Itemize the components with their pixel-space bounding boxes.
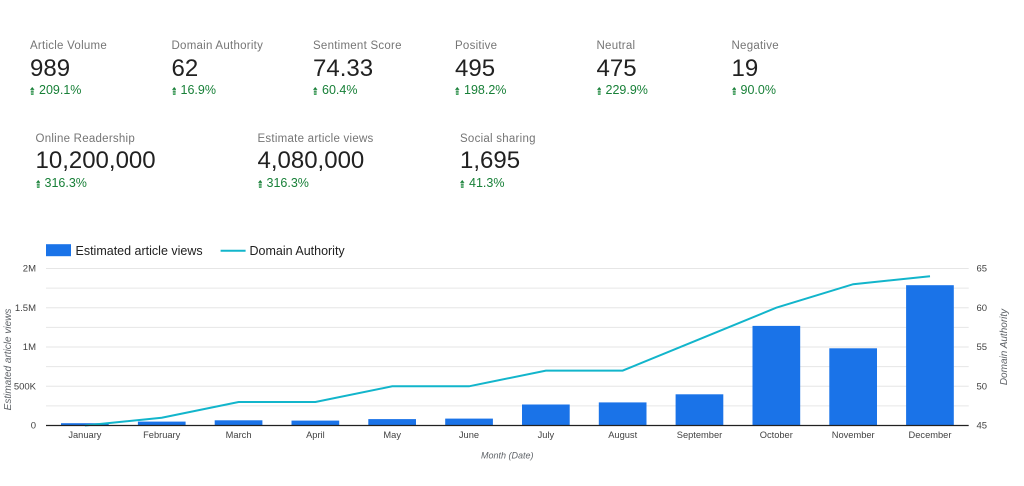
svg-text:October: October [760, 430, 793, 440]
svg-text:500K: 500K [14, 381, 37, 392]
svg-text:Month (Date): Month (Date) [481, 451, 534, 461]
svg-text:Estimated article views: Estimated article views [3, 309, 14, 411]
svg-text:65: 65 [977, 264, 988, 275]
svg-text:2M: 2M [23, 264, 36, 275]
svg-text:45: 45 [977, 421, 988, 432]
svg-text:60: 60 [977, 303, 988, 314]
svg-text:1.5M: 1.5M [15, 303, 36, 314]
svg-text:November: November [832, 430, 875, 440]
svg-text:July: July [538, 430, 555, 440]
svg-text:55: 55 [977, 342, 988, 353]
svg-text:1M: 1M [23, 342, 36, 353]
svg-text:September: September [677, 430, 722, 440]
svg-text:February: February [143, 430, 181, 440]
svg-text:Domain Authority: Domain Authority [250, 244, 346, 258]
svg-text:May: May [383, 430, 401, 440]
svg-text:April: April [306, 430, 325, 440]
svg-text:August: August [608, 430, 637, 440]
svg-text:June: June [459, 430, 479, 440]
svg-text:January: January [68, 430, 101, 440]
svg-text:Estimated article views: Estimated article views [76, 244, 203, 258]
svg-text:0: 0 [31, 421, 36, 432]
svg-text:December: December [909, 430, 952, 440]
svg-text:50: 50 [977, 381, 988, 392]
svg-text:March: March [226, 430, 252, 440]
svg-text:Domain Authority: Domain Authority [999, 308, 1010, 385]
